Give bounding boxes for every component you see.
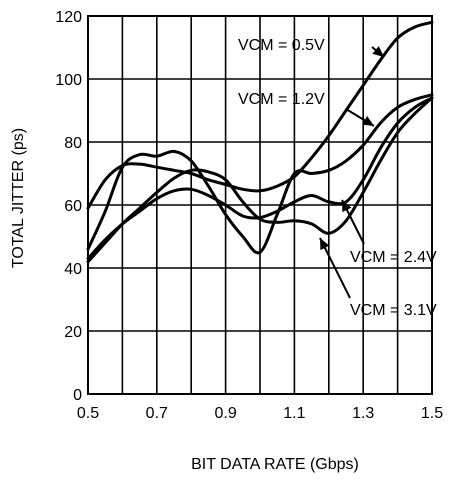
- annotation-label: VCM = 3.1V: [350, 302, 437, 319]
- x-tick-label: 0.9: [214, 405, 236, 422]
- series-line-vcm-3-1v: [86, 96, 434, 264]
- annotation-arrowhead: [362, 116, 374, 126]
- series-lines: [86, 20, 434, 264]
- y-tick-label: 0: [73, 387, 82, 404]
- x-tick-label: 0.5: [77, 405, 99, 422]
- series-line-vcm-0-5v: [86, 20, 434, 210]
- x-tick-label: 1.1: [283, 405, 305, 422]
- y-tick-label: 40: [64, 261, 82, 278]
- annotation-label: VCM = 1.2V: [238, 91, 325, 108]
- annotation-arrowhead: [342, 200, 352, 213]
- annotation-arrowhead: [372, 46, 384, 57]
- annotation-label: VCM = 2.4V: [350, 249, 437, 266]
- annotation-arrow-line: [319, 237, 351, 299]
- x-axis-title: BIT DATA RATE (Gbps): [191, 456, 359, 473]
- annotations: VCM = 0.5V VCM = 1.2V VCM = 2.4V VCM = 3.1V: [238, 37, 437, 319]
- x-tick-label: 1.3: [352, 405, 374, 422]
- grid-lines: [87, 15, 433, 395]
- series-line-vcm-1-2v: [86, 93, 434, 255]
- y-tick-label: 60: [64, 198, 82, 215]
- y-tick-label: 20: [64, 324, 82, 341]
- annotation-label: VCM = 0.5V: [238, 37, 325, 54]
- x-tick-label: 0.7: [146, 405, 168, 422]
- y-tick-label: 80: [64, 135, 82, 152]
- annotation-arrowhead: [320, 238, 330, 251]
- y-tick-label: 100: [55, 72, 82, 89]
- y-tick-label: 120: [55, 9, 82, 26]
- x-tick-label: 1.5: [421, 405, 443, 422]
- y-axis-title: TOTAL JITTER (ps): [10, 128, 27, 268]
- tick-labels: 0.5 0.7 0.9 1.1 1.3 1.5 0 20 40 60 80 100 120: [55, 9, 443, 422]
